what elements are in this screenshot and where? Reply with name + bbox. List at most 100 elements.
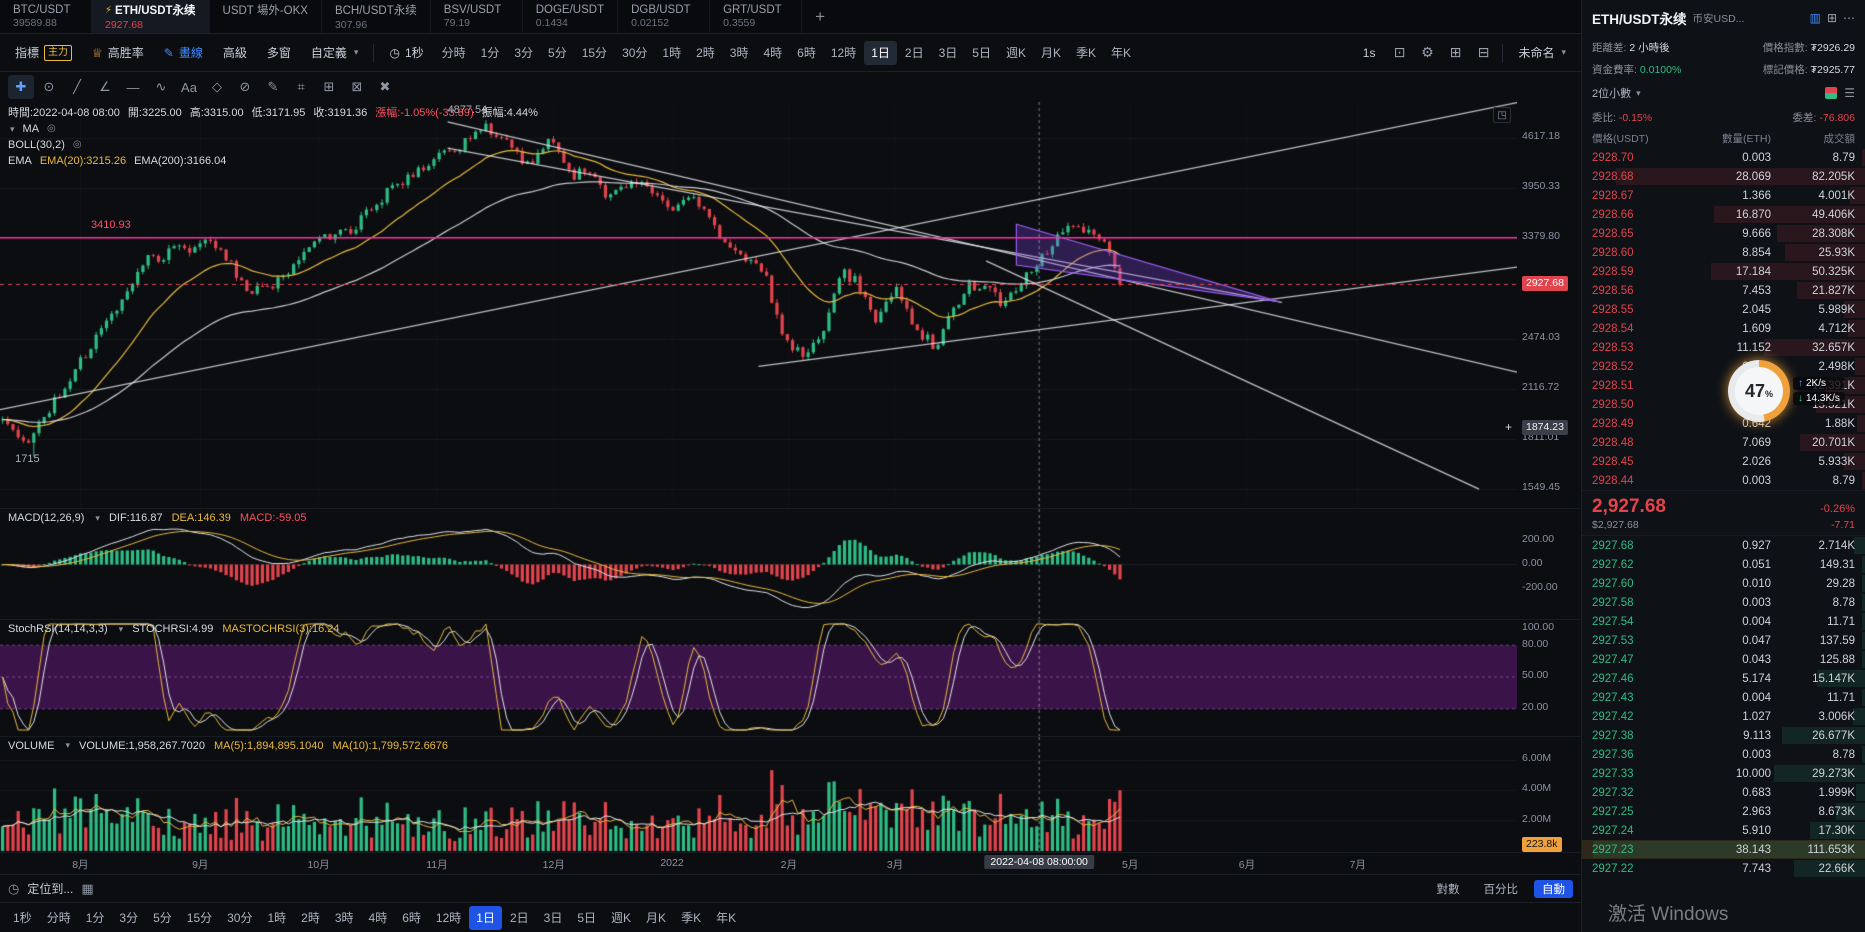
timeframe-button[interactable]: 月K — [646, 911, 667, 925]
shape-icon[interactable]: ◇ — [212, 79, 222, 94]
orderbook-ask-row[interactable]: 2928.45 2.026 5.933K — [1582, 452, 1865, 471]
expand-icon[interactable]: ⊞ — [1826, 11, 1837, 25]
orderbook-bid-row[interactable]: 2927.58 0.003 8.78 — [1582, 593, 1865, 612]
scale-button[interactable]: 自動 — [1534, 879, 1573, 898]
cursor-icon[interactable]: ✚ — [8, 75, 34, 99]
chevron-down-icon[interactable]: ▾ — [118, 623, 124, 634]
timeframe-button[interactable]: 1分 — [480, 46, 500, 60]
advanced-button[interactable]: 高級 — [214, 40, 256, 66]
horizontal-line-icon[interactable]: ― — [126, 79, 140, 95]
timeframe-button[interactable]: 週K — [1005, 46, 1026, 60]
multi-window-button[interactable]: 多窗 — [258, 40, 300, 66]
calendar-icon[interactable]: ▦ — [81, 880, 94, 896]
precision-select[interactable]: 2位小數 ▾ — [1592, 85, 1641, 101]
orderbook-bid-row[interactable]: 2927.46 5.174 15.147K — [1582, 669, 1865, 688]
orderbook-ask-row[interactable]: 2928.54 1.609 4.712K — [1582, 319, 1865, 338]
timeframe-button[interactable]: 3分 — [119, 911, 139, 925]
pair-tab[interactable]: GRT/USDT 0.3559 — [710, 0, 803, 33]
timeframe-button[interactable]: 5分 — [153, 911, 172, 925]
timeframe-button[interactable]: 2時 — [696, 46, 715, 60]
grid-icon[interactable]: ⊞ — [323, 79, 335, 94]
win-rate-button[interactable]: ♕ 高胜率 — [83, 40, 153, 66]
orderbook-ask-row[interactable]: 2928.53 11.152 32.657K — [1582, 338, 1865, 357]
timeframe-button[interactable]: 3時 — [334, 911, 354, 925]
orderbook-ask-row[interactable]: 2928.70 0.003 8.79 — [1582, 148, 1865, 167]
orderbook-ask-row[interactable]: 2928.48 7.069 20.701K — [1582, 433, 1865, 452]
main-chart-canvas[interactable] — [0, 102, 1517, 508]
net-speed-ring[interactable]: 47 % — [1728, 360, 1790, 422]
timeframe-button[interactable]: 5分 — [548, 46, 567, 60]
orderbook-bid-row[interactable]: 2927.36 0.003 8.78 — [1582, 745, 1865, 764]
timeframe-button[interactable]: 4時 — [763, 46, 783, 60]
orderbook-ask-row[interactable]: 2928.55 2.045 5.989K — [1582, 300, 1865, 319]
orderbook-bid-row[interactable]: 2927.54 0.004 11.71 — [1582, 612, 1865, 631]
timeframe-button[interactable]: 分時 — [441, 46, 466, 60]
timeframe-button[interactable]: 15分 — [581, 46, 608, 60]
timeframe-button[interactable]: 3時 — [729, 46, 749, 60]
text-icon[interactable]: Aa — [181, 79, 197, 95]
delete-icon[interactable]: ✖ — [379, 79, 391, 94]
pair-tab[interactable]: ⚡ ETH/USDT永续 2927.68 — [92, 0, 210, 33]
locate-button[interactable]: 定位到... — [27, 882, 74, 896]
draw-button[interactable]: ✎ 畫線 — [155, 40, 212, 66]
macd-canvas[interactable] — [0, 509, 1517, 621]
orderbook-ask-row[interactable]: 2928.67 1.366 4.001K — [1582, 186, 1865, 205]
orderbook-ask-row[interactable]: 2928.66 16.870 49.406K — [1582, 205, 1865, 224]
timeframe-button[interactable]: 12時 — [830, 46, 857, 60]
timeframe-button[interactable]: 季K — [681, 911, 702, 925]
scale-button[interactable]: 對數 — [1436, 883, 1460, 896]
resolution-button[interactable]: 1s — [1354, 40, 1385, 66]
timeframe-button[interactable]: 3日 — [938, 46, 958, 60]
timeframe-button[interactable]: 季K — [1076, 46, 1097, 60]
timeframe-button[interactable]: 2日 — [509, 911, 529, 925]
book-mode-list-icon[interactable]: ☰ — [1844, 86, 1855, 100]
pencil-icon[interactable]: ✎ — [267, 79, 279, 94]
one-second-button[interactable]: ◷ 1秒 — [380, 40, 432, 66]
ruler-icon[interactable]: ⌗ — [297, 79, 305, 94]
timeframe-button[interactable]: 2時 — [301, 911, 320, 925]
book-mode-both-icon[interactable] — [1825, 87, 1838, 99]
timeframe-button[interactable]: 4時 — [368, 911, 388, 925]
custom-button[interactable]: 自定義 ▾ — [302, 40, 368, 66]
gear-icon[interactable]: ⚙ — [1421, 44, 1434, 60]
orderbook-bid-row[interactable]: 2927.47 0.043 125.88 — [1582, 650, 1865, 669]
pair-tab[interactable]: DGB/USDT 0.02152 — [618, 0, 711, 33]
add-tab-button[interactable]: + — [815, 6, 826, 26]
pair-tab[interactable]: USDT 場外-OKX — [210, 0, 322, 33]
orderbook-ask-row[interactable]: 2928.65 9.666 28.308K — [1582, 224, 1865, 243]
timeframe-button[interactable]: 3日 — [543, 911, 563, 925]
eye-icon[interactable]: ◎ — [47, 123, 56, 134]
scale-button[interactable]: 百分比 — [1483, 883, 1519, 896]
collapse-caret-icon[interactable]: ▾ — [10, 124, 15, 134]
orderbook-bid-row[interactable]: 2927.60 0.010 29.28 — [1582, 574, 1865, 593]
chevron-down-icon[interactable]: ▾ — [95, 512, 100, 523]
timeframe-button[interactable]: 1時 — [267, 911, 287, 925]
orderbook-ask-row[interactable]: 2928.56 7.453 21.827K — [1582, 281, 1865, 300]
screen-icon[interactable]: ⊡ — [1393, 44, 1406, 60]
orderbook-bid-row[interactable]: 2927.25 2.963 8.673K — [1582, 802, 1865, 821]
maximize-icon[interactable]: ◳ — [1493, 107, 1511, 123]
orderbook-bid-row[interactable]: 2927.33 10.000 29.273K — [1582, 764, 1865, 783]
volume-canvas[interactable] — [0, 736, 1517, 853]
timeframe-button[interactable]: 12時 — [435, 911, 462, 925]
pair-tab[interactable]: BSV/USDT 79.19 — [431, 0, 523, 33]
network-monitor-overlay[interactable]: 47 % ↑ 2K/s ↓ 14.3K/s — [1728, 360, 1845, 422]
timeframe-button[interactable]: 1時 — [662, 46, 682, 60]
stochrsi-canvas[interactable] — [0, 620, 1517, 737]
orderbook-bid-row[interactable]: 2927.42 1.027 3.006K — [1582, 707, 1865, 726]
timeframe-button[interactable]: 週K — [611, 911, 632, 925]
orderbook-bid-row[interactable]: 2927.68 0.927 2.714K — [1582, 536, 1865, 555]
pair-tab[interactable]: BCH/USDT永续 307.96 — [322, 0, 431, 33]
panel-icon[interactable]: ⊟ — [1477, 44, 1490, 60]
eye-icon[interactable]: ◎ — [72, 139, 82, 150]
trend-line-icon[interactable]: ╱ — [73, 79, 81, 94]
orderbook-bid-row[interactable]: 2927.22 7.743 22.66K — [1582, 859, 1865, 878]
circle-slash-icon[interactable]: ⊘ — [239, 79, 251, 94]
timeframe-button[interactable]: 6時 — [402, 911, 421, 925]
timeframe-button[interactable]: 1分 — [85, 911, 105, 925]
pair-tab[interactable]: DOGE/USDT 0.1434 — [523, 0, 619, 33]
orderbook-bid-row[interactable]: 2927.23 38.143 111.653K — [1582, 840, 1865, 859]
timeframe-button[interactable]: 6時 — [797, 46, 816, 60]
orderbook-ask-row[interactable]: 2928.44 0.003 8.79 — [1582, 471, 1865, 490]
timeframe-button[interactable]: 3分 — [514, 46, 534, 60]
